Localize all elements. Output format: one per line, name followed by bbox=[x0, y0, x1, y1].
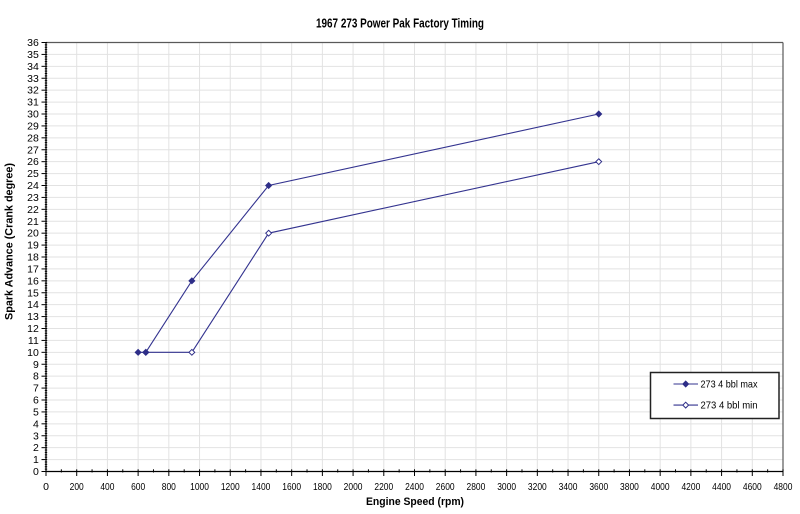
svg-text:Spark Advance (Crank degree): Spark Advance (Crank degree) bbox=[4, 163, 16, 320]
svg-text:4800: 4800 bbox=[774, 481, 793, 493]
svg-text:30: 30 bbox=[27, 109, 39, 121]
svg-text:3: 3 bbox=[33, 430, 39, 442]
svg-text:1200: 1200 bbox=[221, 481, 240, 493]
svg-text:1: 1 bbox=[33, 454, 39, 466]
svg-text:29: 29 bbox=[27, 120, 39, 132]
svg-text:4400: 4400 bbox=[712, 481, 731, 493]
svg-text:400: 400 bbox=[100, 481, 114, 493]
svg-text:4: 4 bbox=[33, 418, 39, 430]
svg-text:28: 28 bbox=[27, 132, 39, 144]
svg-text:3800: 3800 bbox=[620, 481, 639, 493]
svg-text:35: 35 bbox=[27, 49, 39, 61]
svg-text:8: 8 bbox=[33, 371, 39, 383]
svg-text:1000: 1000 bbox=[190, 481, 209, 493]
svg-text:22: 22 bbox=[27, 204, 39, 216]
svg-text:273 4 bbl min: 273 4 bbl min bbox=[701, 399, 758, 411]
svg-text:0: 0 bbox=[43, 481, 49, 493]
svg-text:600: 600 bbox=[131, 481, 145, 493]
svg-text:25: 25 bbox=[27, 168, 39, 180]
svg-text:0: 0 bbox=[33, 466, 39, 478]
svg-text:4600: 4600 bbox=[743, 481, 762, 493]
svg-text:21: 21 bbox=[27, 216, 39, 228]
svg-text:19: 19 bbox=[27, 240, 39, 252]
svg-text:15: 15 bbox=[27, 287, 39, 299]
svg-text:1800: 1800 bbox=[313, 481, 332, 493]
svg-text:24: 24 bbox=[27, 180, 39, 192]
svg-text:4000: 4000 bbox=[651, 481, 670, 493]
svg-text:3000: 3000 bbox=[497, 481, 516, 493]
svg-text:17: 17 bbox=[27, 263, 39, 275]
svg-text:Engine Speed (rpm): Engine Speed (rpm) bbox=[366, 496, 464, 508]
svg-text:32: 32 bbox=[27, 85, 39, 97]
svg-text:800: 800 bbox=[162, 481, 176, 493]
svg-text:1967 273 Power Pak Factory Tim: 1967 273 Power Pak Factory Timing bbox=[316, 17, 484, 31]
svg-text:33: 33 bbox=[27, 73, 39, 85]
svg-text:2600: 2600 bbox=[436, 481, 455, 493]
svg-text:6: 6 bbox=[33, 395, 39, 407]
svg-text:10: 10 bbox=[27, 347, 39, 359]
svg-text:2200: 2200 bbox=[374, 481, 393, 493]
svg-text:31: 31 bbox=[27, 97, 39, 109]
svg-text:3200: 3200 bbox=[528, 481, 547, 493]
svg-text:26: 26 bbox=[27, 156, 39, 168]
svg-text:4200: 4200 bbox=[681, 481, 700, 493]
svg-text:12: 12 bbox=[27, 323, 39, 335]
svg-text:2: 2 bbox=[33, 442, 39, 454]
svg-text:20: 20 bbox=[27, 228, 39, 240]
svg-text:5: 5 bbox=[33, 406, 39, 418]
svg-text:2800: 2800 bbox=[467, 481, 486, 493]
svg-text:2000: 2000 bbox=[344, 481, 363, 493]
svg-text:36: 36 bbox=[27, 37, 39, 49]
svg-text:273 4 bbl max: 273 4 bbl max bbox=[701, 378, 759, 390]
svg-text:1400: 1400 bbox=[252, 481, 271, 493]
svg-text:27: 27 bbox=[27, 144, 39, 156]
svg-text:34: 34 bbox=[27, 61, 39, 73]
svg-text:13: 13 bbox=[27, 311, 39, 323]
svg-text:1600: 1600 bbox=[282, 481, 301, 493]
svg-text:9: 9 bbox=[33, 359, 39, 371]
svg-text:14: 14 bbox=[27, 299, 39, 311]
svg-text:23: 23 bbox=[27, 192, 39, 204]
svg-text:3400: 3400 bbox=[559, 481, 578, 493]
svg-text:3600: 3600 bbox=[589, 481, 608, 493]
svg-text:200: 200 bbox=[70, 481, 84, 493]
svg-text:18: 18 bbox=[27, 252, 39, 264]
svg-text:2400: 2400 bbox=[405, 481, 424, 493]
svg-text:7: 7 bbox=[33, 383, 39, 395]
svg-text:16: 16 bbox=[27, 275, 39, 287]
svg-text:11: 11 bbox=[28, 335, 39, 347]
